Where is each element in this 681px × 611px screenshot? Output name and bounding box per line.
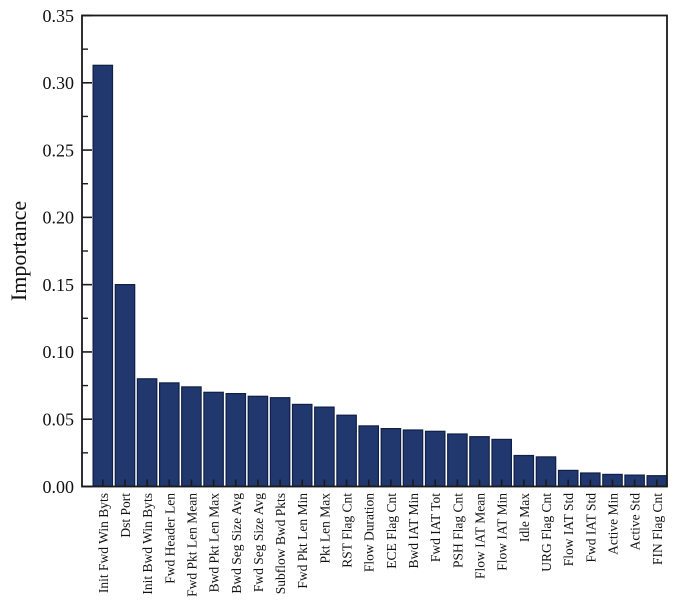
x-tick-label: Fwd IAT Tot [428, 493, 443, 562]
y-axis-title: Importance [6, 201, 31, 301]
bar [314, 406, 335, 488]
y-tick-label: 0.35 [43, 6, 75, 26]
x-tick-label: Flow IAT Min [495, 493, 510, 571]
bar [447, 433, 468, 488]
x-tick-label: Pkt Len Max [317, 493, 332, 564]
x-tick-label: Init Fwd Win Byts [96, 493, 111, 593]
x-tick-label: ECE Flag Cnt [384, 493, 399, 569]
y-tick-label: 0.10 [43, 342, 75, 362]
x-tick-label: Idle Max [517, 493, 532, 542]
x-tick-label: Fwd Pkt Len Min [295, 493, 310, 589]
x-tick-label: Bwd Pkt Len Max [207, 493, 222, 593]
x-tick-label: Active Min [605, 493, 620, 555]
x-tick-label: Flow IAT Std [561, 493, 576, 567]
bar [136, 378, 158, 488]
bar [469, 436, 490, 488]
x-tick-label: Flow Duration [362, 493, 377, 572]
bar [491, 438, 512, 488]
bar [380, 428, 402, 488]
bar [203, 391, 224, 488]
y-tick-label: 0.20 [43, 208, 75, 228]
y-tick-label: 0.05 [43, 410, 75, 430]
bar [269, 397, 291, 488]
x-tick-label: Fwd Pkt Len Mean [184, 493, 199, 597]
x-tick-label: Active Std [628, 493, 643, 551]
x-tick-label: Flow IAT Mean [473, 493, 488, 579]
bar [402, 429, 424, 488]
x-tick-label: Bwd Seg Size Avg [229, 493, 244, 594]
bar [225, 393, 247, 488]
bar [291, 403, 313, 488]
x-tick-label: Fwd Seg Size Avg [251, 493, 266, 592]
bar [336, 414, 357, 488]
x-tick-label: RST Flag Cnt [340, 493, 355, 568]
y-tick-label: 0.30 [43, 73, 75, 93]
bar [358, 425, 379, 488]
axes-frame [81, 14, 668, 488]
x-tick-label: FIN Flag Cnt [650, 493, 665, 565]
x-tick-label: Fwd IAT Std [583, 493, 598, 563]
x-tick-label: Dst Port [118, 493, 133, 538]
x-tick-label: PSH Flag Cnt [450, 493, 465, 568]
x-tick-label: Init Bwd Win Byts [140, 493, 155, 595]
bar [247, 395, 269, 488]
bar [114, 284, 136, 488]
x-tick-label: Subflow Bwd Pkts [273, 493, 288, 594]
bar [424, 430, 446, 488]
bar [181, 386, 202, 488]
x-tick-label: Fwd Header Len [162, 493, 177, 584]
bar [92, 64, 114, 488]
y-tick-label: 0.15 [43, 275, 75, 295]
y-tick-label: 0.25 [43, 140, 75, 160]
x-tick-label: Bwd IAT Min [406, 493, 421, 569]
y-tick-label: 0.00 [43, 477, 75, 497]
bar [159, 382, 180, 488]
x-tick-label: URG Flag Cnt [539, 493, 554, 572]
